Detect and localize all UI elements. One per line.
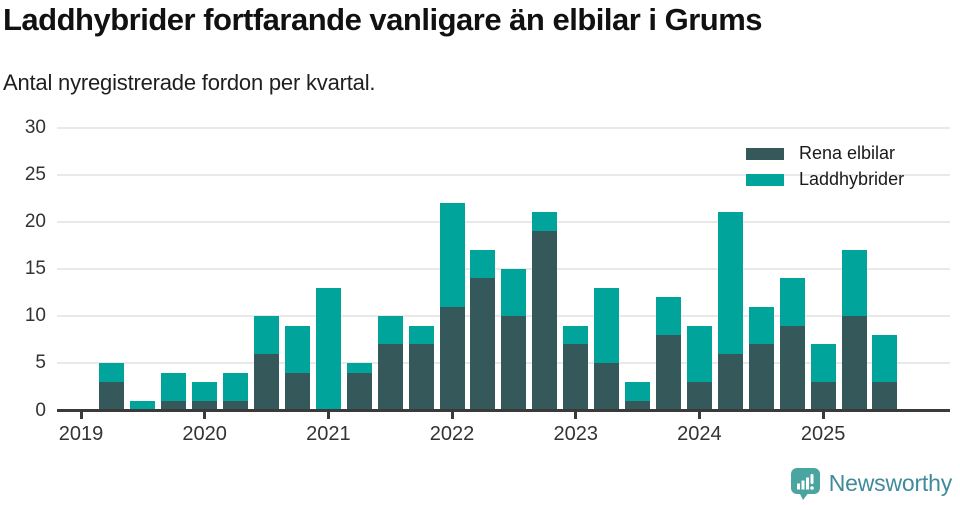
gridline-y30 — [57, 126, 950, 129]
bar-segment-rena-elbilar — [377, 344, 403, 411]
bar-segment-laddhybrider — [223, 372, 249, 402]
bar-segment-laddhybrider — [779, 278, 805, 326]
x-axis-tick — [574, 412, 578, 419]
bar-segment-laddhybrider — [377, 316, 403, 345]
bar-segment-laddhybrider — [841, 250, 867, 317]
bar-segment-rena-elbilar — [748, 344, 774, 411]
bar-segment-rena-elbilar — [501, 316, 527, 411]
x-axis-tick — [326, 412, 330, 419]
bar-segment-laddhybrider — [686, 325, 712, 383]
x-axis-tick — [821, 412, 825, 419]
x-axis-tick-label: 2022 — [429, 422, 475, 445]
legend-swatch-laddhybrider — [746, 173, 784, 186]
legend-item-rena-elbilar: Rena elbilar — [746, 143, 904, 163]
bar-segment-laddhybrider — [470, 250, 496, 279]
bar-segment-rena-elbilar — [284, 372, 310, 411]
bar-segment-laddhybrider — [810, 344, 836, 383]
bar-segment-rena-elbilar — [223, 401, 249, 411]
x-axis-tick — [203, 412, 207, 419]
bar-segment-laddhybrider — [192, 382, 218, 402]
bar-segment-laddhybrider — [717, 212, 743, 354]
bar-segment-laddhybrider — [408, 325, 434, 345]
bar-segment-rena-elbilar — [841, 316, 867, 411]
y-axis-tick-label: 10 — [24, 305, 46, 327]
bar-segment-laddhybrider — [501, 269, 527, 317]
y-axis-tick-label: 30 — [24, 116, 46, 138]
legend-swatch-rena-elbilar — [746, 147, 784, 160]
x-axis-tick — [450, 412, 454, 419]
bar-segment-laddhybrider — [748, 306, 774, 345]
bar-segment-laddhybrider — [439, 203, 465, 307]
bar-segment-rena-elbilar — [563, 344, 589, 411]
bar-segment-laddhybrider — [254, 316, 280, 354]
x-axis-tick — [79, 412, 83, 419]
bar-segment-rena-elbilar — [779, 325, 805, 411]
bar-segment-laddhybrider — [563, 325, 589, 345]
x-axis-tick — [697, 412, 701, 419]
gridline-y25 — [57, 173, 950, 176]
newsworthy-wordmark: Newsworthy — [828, 470, 952, 496]
y-axis-tick-label: 15 — [24, 258, 46, 280]
x-axis-line — [57, 409, 950, 412]
x-axis-tick-label: 2020 — [182, 422, 227, 445]
x-axis-tick-label: 2023 — [553, 422, 598, 445]
y-axis-tick-label: 0 — [35, 399, 46, 421]
legend: Rena elbilar Laddhybrider — [746, 143, 905, 198]
bar-segment-laddhybrider — [130, 401, 156, 411]
bar-segment-laddhybrider — [315, 287, 341, 411]
chart-subtitle: Antal nyregistrerade fordon per kvartal. — [3, 70, 376, 95]
y-axis-tick-label: 20 — [24, 210, 46, 232]
bar-segment-rena-elbilar — [192, 401, 218, 411]
legend-label-rena-elbilar: Rena elbilar — [799, 143, 896, 163]
legend-item-laddhybrider: Laddhybrider — [746, 169, 905, 189]
x-axis-tick-label: 2025 — [800, 422, 846, 445]
x-axis-tick-label: 2019 — [58, 422, 104, 445]
bar-segment-rena-elbilar — [408, 344, 434, 411]
chart-title: Laddhybrider fortfarande vanligare än el… — [3, 2, 763, 37]
bar-segment-rena-elbilar — [439, 306, 465, 411]
bar-segment-rena-elbilar — [686, 382, 712, 411]
bar-segment-laddhybrider — [99, 363, 125, 383]
x-axis-tick-label: 2021 — [306, 422, 351, 445]
bar-segment-laddhybrider — [346, 363, 372, 373]
gridline-y20 — [57, 220, 950, 223]
bar-segment-laddhybrider — [284, 325, 310, 373]
bar-segment-rena-elbilar — [254, 353, 280, 411]
bar-segment-rena-elbilar — [161, 401, 187, 411]
bar-segment-laddhybrider — [872, 335, 898, 383]
bar-segment-rena-elbilar — [346, 372, 372, 411]
bar-segment-laddhybrider — [625, 382, 651, 402]
y-axis-tick-label: 5 — [35, 352, 46, 374]
y-axis-tick-label: 25 — [24, 163, 46, 185]
bar-segment-rena-elbilar — [532, 231, 558, 411]
bar-segment-rena-elbilar — [625, 401, 651, 411]
legend-label-laddhybrider: Laddhybrider — [799, 169, 905, 189]
newsworthy-logo[interactable]: Newsworthy — [790, 467, 952, 500]
bar-segment-laddhybrider — [532, 212, 558, 232]
bar-segment-rena-elbilar — [594, 363, 620, 411]
bar-segment-laddhybrider — [655, 297, 681, 336]
bar-segment-rena-elbilar — [872, 382, 898, 411]
bar-segment-rena-elbilar — [655, 335, 681, 411]
x-axis-tick-label: 2024 — [677, 422, 722, 445]
bar-segment-laddhybrider — [161, 372, 187, 402]
bar-segment-rena-elbilar — [810, 382, 836, 411]
bar-segment-laddhybrider — [594, 287, 620, 364]
bar-segment-rena-elbilar — [470, 278, 496, 411]
newsworthy-speech-bubble-bar-chart-icon — [790, 468, 820, 500]
bar-segment-rena-elbilar — [99, 382, 125, 411]
bar-segment-rena-elbilar — [717, 353, 743, 411]
